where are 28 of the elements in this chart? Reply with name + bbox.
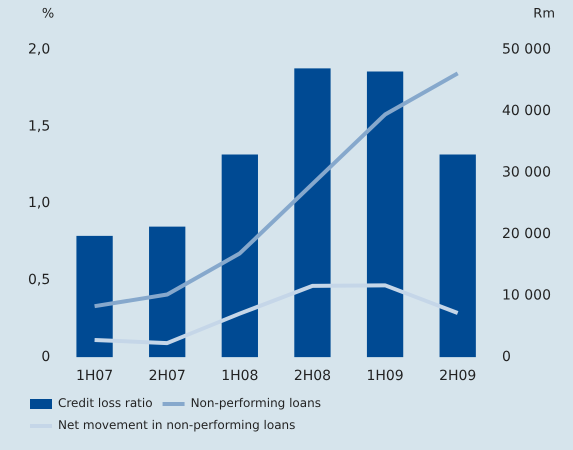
x-tick-label: 2H07 <box>148 368 186 384</box>
y2-tick-label: 50 000 <box>502 42 552 58</box>
y2-axis-title: Rm <box>533 6 555 22</box>
x-tick-label: 1H07 <box>76 368 114 384</box>
bar <box>149 226 186 358</box>
legend-label: Non-performing loans <box>190 396 321 410</box>
y-tick-label: 0 <box>41 348 50 365</box>
y2-tick-label: 0 <box>502 348 511 365</box>
y-axis-title: % <box>42 6 54 22</box>
x-tick-label: 2H09 <box>439 368 476 384</box>
y2-tick-label: 30 000 <box>502 164 552 181</box>
y2-tick-label: 40 000 <box>502 103 552 120</box>
bar <box>76 236 113 358</box>
x-tick-label: 1H08 <box>221 368 258 384</box>
bar <box>294 68 331 358</box>
legend-label: Net movement in non-performing loans <box>58 418 296 432</box>
y-tick-label: 2,0 <box>28 42 50 58</box>
y2-tick-label: 10 000 <box>502 287 552 304</box>
legend-label: Credit loss ratio <box>58 396 153 410</box>
bar <box>440 154 476 358</box>
y-tick-label: 1,5 <box>28 118 50 134</box>
x-tick-label: 2H08 <box>294 368 332 384</box>
bar <box>366 72 404 358</box>
y-tick-label: 1,0 <box>28 195 50 212</box>
y-tick-label: 0,5 <box>28 272 50 288</box>
x-tick-label: 1H09 <box>366 368 404 384</box>
y2-tick-label: 20 000 <box>502 226 552 242</box>
bar <box>222 154 258 358</box>
